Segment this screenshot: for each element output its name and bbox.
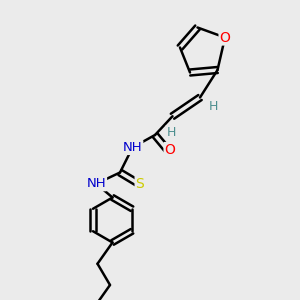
Text: NH: NH xyxy=(123,141,142,154)
Text: S: S xyxy=(136,177,144,191)
Text: O: O xyxy=(220,31,230,44)
Text: O: O xyxy=(165,143,176,157)
Text: H: H xyxy=(167,126,176,139)
Text: NH: NH xyxy=(86,177,106,190)
Text: H: H xyxy=(209,100,218,113)
